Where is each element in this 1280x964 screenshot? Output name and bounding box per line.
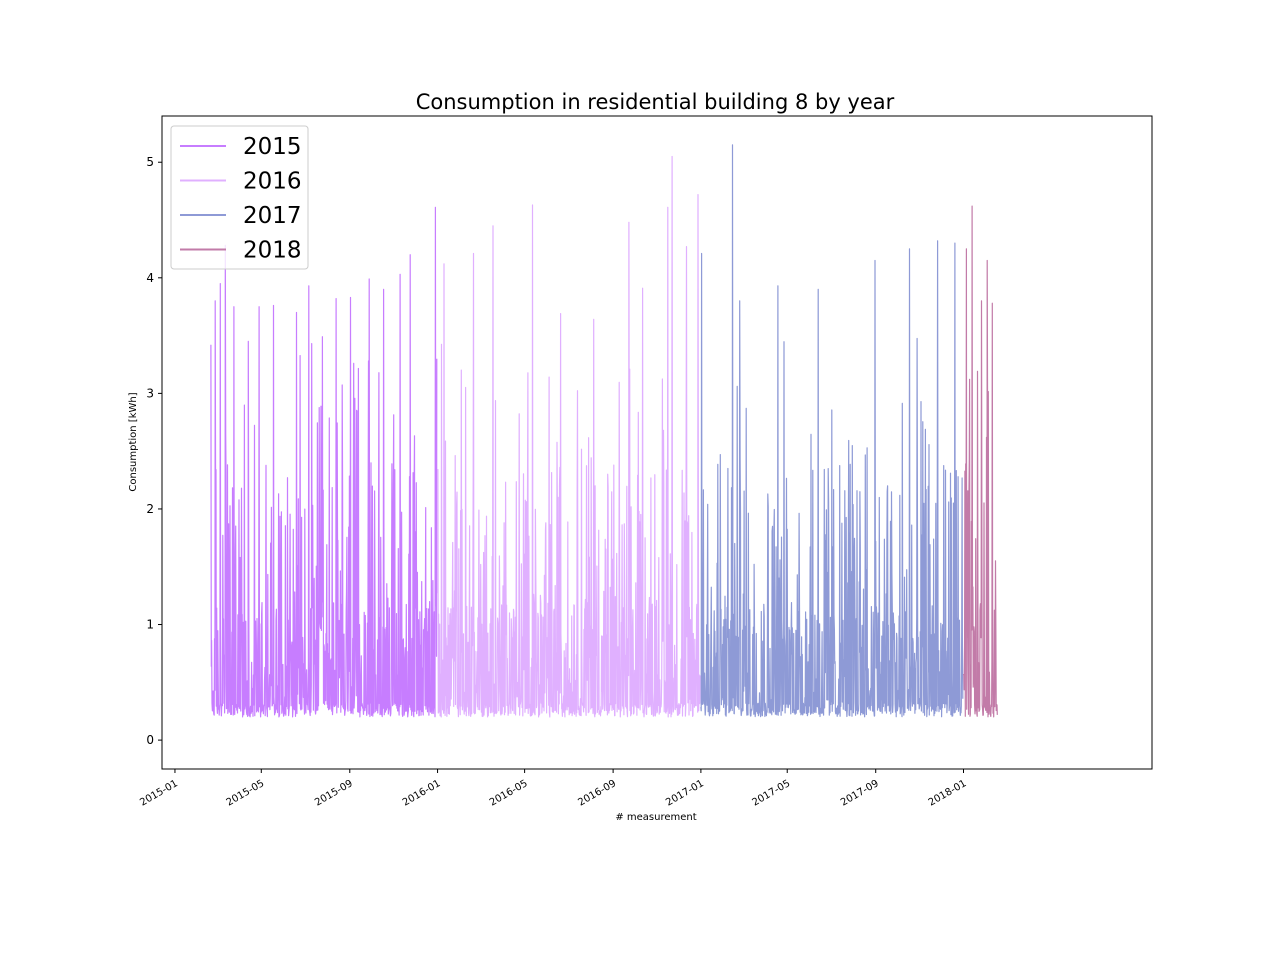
x-tick-label: 2015-01 <box>138 778 180 808</box>
x-tick-label: 2017-05 <box>751 778 793 808</box>
y-tick-label: 3 <box>146 386 154 400</box>
y-tick-label: 1 <box>146 618 154 632</box>
y-axis: 0 1 2 3 4 5 <box>146 155 162 747</box>
x-axis-label: # measurement <box>615 812 696 823</box>
x-tick-label: 2016-05 <box>488 778 530 808</box>
y-axis-label: Consumption [kWh] <box>128 392 139 491</box>
x-tick-label: 2016-01 <box>401 778 443 808</box>
x-tick-label: 2015-05 <box>225 778 267 808</box>
series-line-2016 <box>437 155 701 718</box>
y-tick-label: 4 <box>146 271 154 285</box>
series-line-2015 <box>210 206 438 718</box>
x-tick-label: 2015-09 <box>313 778 355 808</box>
y-tick-label: 0 <box>146 733 154 747</box>
legend: 2015 2016 2017 2018 <box>170 125 309 270</box>
x-tick-label: 2017-09 <box>839 778 881 808</box>
plot-frame <box>161 115 1153 770</box>
legend-label-2017: 2017 <box>243 203 302 229</box>
x-tick-label: 2017-01 <box>664 778 706 808</box>
y-tick-label: 2 <box>146 502 154 516</box>
x-axis: 2015-01 2015-05 2015-09 2016-01 2016-05 2016-… <box>138 769 968 809</box>
y-tick-label: 5 <box>146 155 154 169</box>
legend-label-2016: 2016 <box>243 169 302 195</box>
series-line-2017 <box>700 144 964 718</box>
legend-label-2018: 2018 <box>243 238 302 264</box>
legend-box <box>170 125 309 270</box>
x-tick-label: 2018-01 <box>927 778 969 808</box>
chart-title: Consumption in residential building 8 by… <box>416 90 895 114</box>
series-line-2018 <box>962 205 998 718</box>
x-tick-label: 2016-09 <box>576 778 618 808</box>
legend-label-2015: 2015 <box>243 134 302 160</box>
